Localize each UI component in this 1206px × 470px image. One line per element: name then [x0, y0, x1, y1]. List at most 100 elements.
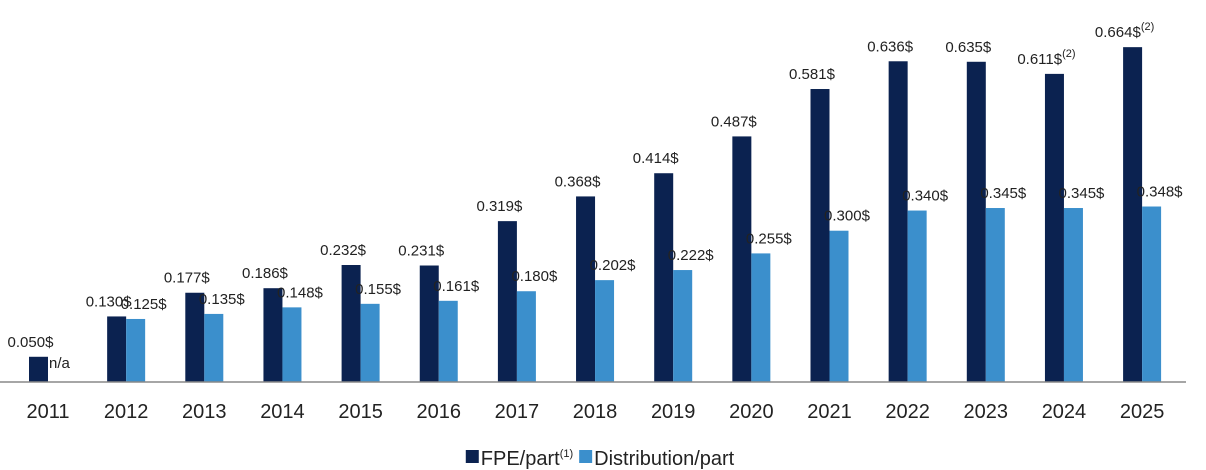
- data-label-text: 0.635$: [945, 39, 992, 56]
- data-label-text: 0.368$: [555, 173, 602, 190]
- data-label: 0.135$: [199, 291, 246, 308]
- legend-label: Distribution/part: [594, 448, 735, 470]
- data-label-text: 0.130$: [86, 293, 133, 310]
- data-label: 0.232$: [320, 242, 367, 259]
- data-label: 0.148$: [277, 284, 324, 301]
- data-label-text: 0.222$: [668, 247, 715, 264]
- data-label: 0.340$: [902, 188, 949, 205]
- data-label-text: 0.232$: [320, 242, 367, 259]
- bar: [829, 230, 849, 382]
- data-label: 0.319$: [476, 198, 523, 215]
- data-label: 0.255$: [746, 230, 793, 247]
- data-label-text: 0.135$: [199, 291, 246, 308]
- data-label: 0.161$: [433, 278, 480, 295]
- data-label-text: 0.255$: [746, 230, 793, 247]
- legend-note: (1): [560, 448, 573, 460]
- data-label: n/a: [49, 355, 71, 372]
- data-label: 0.186$: [242, 265, 289, 282]
- data-label-text: 0.231$: [398, 243, 445, 260]
- bar: [595, 280, 615, 382]
- x-tick-label: 2014: [260, 401, 305, 423]
- x-tick-label: 2016: [417, 401, 462, 423]
- data-label-text: 0.161$: [433, 278, 480, 295]
- data-label-text: 0.611$: [1017, 51, 1062, 68]
- data-label: 0.581$: [789, 66, 836, 83]
- data-label: 0.345$: [1059, 185, 1106, 202]
- bar: [1123, 47, 1143, 382]
- bar: [751, 253, 771, 382]
- bar: [204, 313, 224, 382]
- bar: [263, 288, 283, 382]
- data-label-text: 0.155$: [355, 281, 402, 298]
- data-label-text: 0.319$: [476, 198, 523, 215]
- data-label-text: 0.186$: [242, 265, 289, 282]
- data-label-text: 0.345$: [1059, 185, 1106, 202]
- data-label: 0.414$: [633, 150, 680, 167]
- data-label-note: (2): [1062, 48, 1075, 60]
- x-tick-label: 2012: [104, 401, 149, 423]
- x-tick-label: 2015: [338, 401, 383, 423]
- data-label-text: 0.414$: [633, 150, 680, 167]
- data-label-text: n/a: [49, 355, 71, 372]
- data-label-text: 0.202$: [590, 257, 637, 274]
- bar: [497, 221, 517, 382]
- data-label-text: 0.345$: [980, 185, 1027, 202]
- bar: [732, 136, 752, 382]
- bar: [654, 173, 674, 382]
- data-label-text: 0.125$: [121, 296, 168, 313]
- data-label-note: (2): [1141, 21, 1154, 33]
- legend-swatch: [579, 450, 593, 463]
- bar: [438, 300, 458, 382]
- data-label-text: 0.487$: [711, 113, 758, 130]
- bar: [360, 303, 380, 382]
- bar: [185, 292, 205, 382]
- x-tick-label: 2018: [573, 401, 618, 423]
- data-label-text: 0.636$: [867, 38, 914, 55]
- data-label-text: 0.050$: [8, 334, 55, 351]
- data-label: 0.202$: [590, 257, 637, 274]
- data-label-text: 0.664$: [1095, 24, 1142, 41]
- data-label-text: 0.348$: [1137, 184, 1184, 201]
- data-label-text: 0.148$: [277, 284, 324, 301]
- data-label: 0.664$(2): [1095, 21, 1154, 41]
- data-label: 0.180$: [511, 268, 558, 285]
- x-tick-label: 2011: [26, 401, 69, 423]
- bar: [126, 318, 146, 382]
- bar: [907, 210, 927, 382]
- x-tick-label: 2020: [729, 401, 774, 423]
- x-tick-label: 2017: [495, 401, 540, 423]
- x-tick-label: 2019: [651, 401, 696, 423]
- bar: [985, 208, 1005, 382]
- x-tick-label: 2024: [1042, 401, 1087, 423]
- bar: [576, 196, 596, 382]
- bar: [1142, 206, 1162, 382]
- bar: [1063, 208, 1083, 382]
- bar: [341, 265, 361, 382]
- legend-text: FPE/part: [481, 448, 560, 470]
- data-label: 0.300$: [824, 208, 871, 225]
- bar: [810, 89, 830, 382]
- data-label-text: 0.180$: [511, 268, 558, 285]
- data-label: 0.635$: [945, 39, 992, 56]
- data-label: 0.345$: [980, 185, 1027, 202]
- data-label-text: 0.177$: [164, 270, 211, 287]
- bar: [516, 291, 536, 382]
- data-label: 0.636$: [867, 38, 914, 55]
- data-label: 0.222$: [668, 247, 715, 264]
- data-label: 0.487$: [711, 113, 758, 130]
- x-tick-label: 2021: [807, 401, 852, 423]
- bar: [419, 265, 439, 382]
- legend-label: FPE/part(1): [481, 448, 573, 470]
- x-tick-label: 2023: [964, 401, 1009, 423]
- data-label: 0.348$: [1137, 184, 1184, 201]
- data-label: 0.050$: [8, 334, 55, 351]
- legend-text: Distribution/part: [594, 448, 735, 470]
- data-label: 0.231$: [398, 243, 445, 260]
- x-tick-label: 2013: [182, 401, 227, 423]
- bar: [107, 316, 127, 382]
- data-label: 0.177$: [164, 270, 211, 287]
- bar: [1044, 73, 1064, 382]
- bar: [282, 307, 302, 382]
- bar: [966, 61, 986, 383]
